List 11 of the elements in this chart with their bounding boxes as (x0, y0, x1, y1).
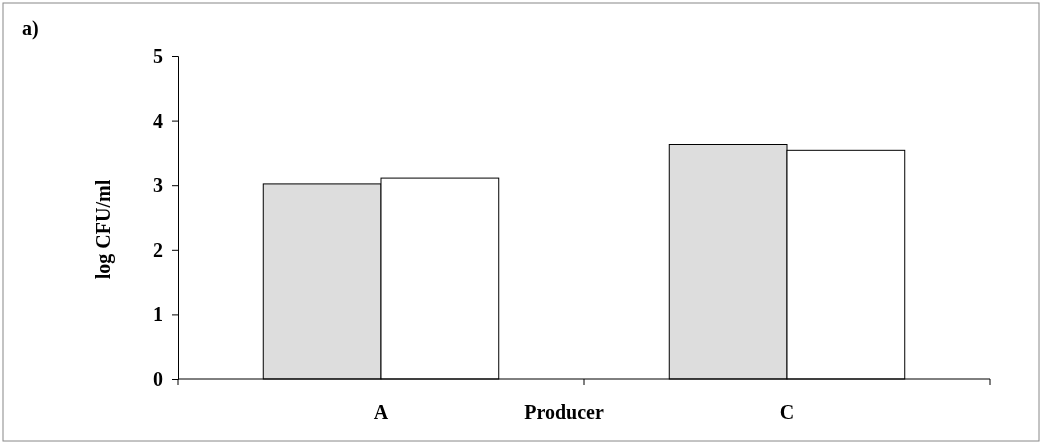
x-axis-title: Producer (524, 401, 604, 423)
y-tick-label: 5 (153, 44, 163, 67)
x-tick-label: A (373, 401, 389, 423)
x-tick-label: C (779, 401, 795, 423)
y-axis-title: log CFU/ml (92, 179, 115, 280)
y-tick-label: 3 (153, 174, 163, 197)
y-tick-label: 1 (153, 303, 163, 326)
y-tick-label: 4 (153, 109, 163, 132)
y-tick-label: 0 (153, 367, 163, 390)
y-tick-label: 2 (153, 238, 163, 261)
text: a) (22, 17, 39, 40)
